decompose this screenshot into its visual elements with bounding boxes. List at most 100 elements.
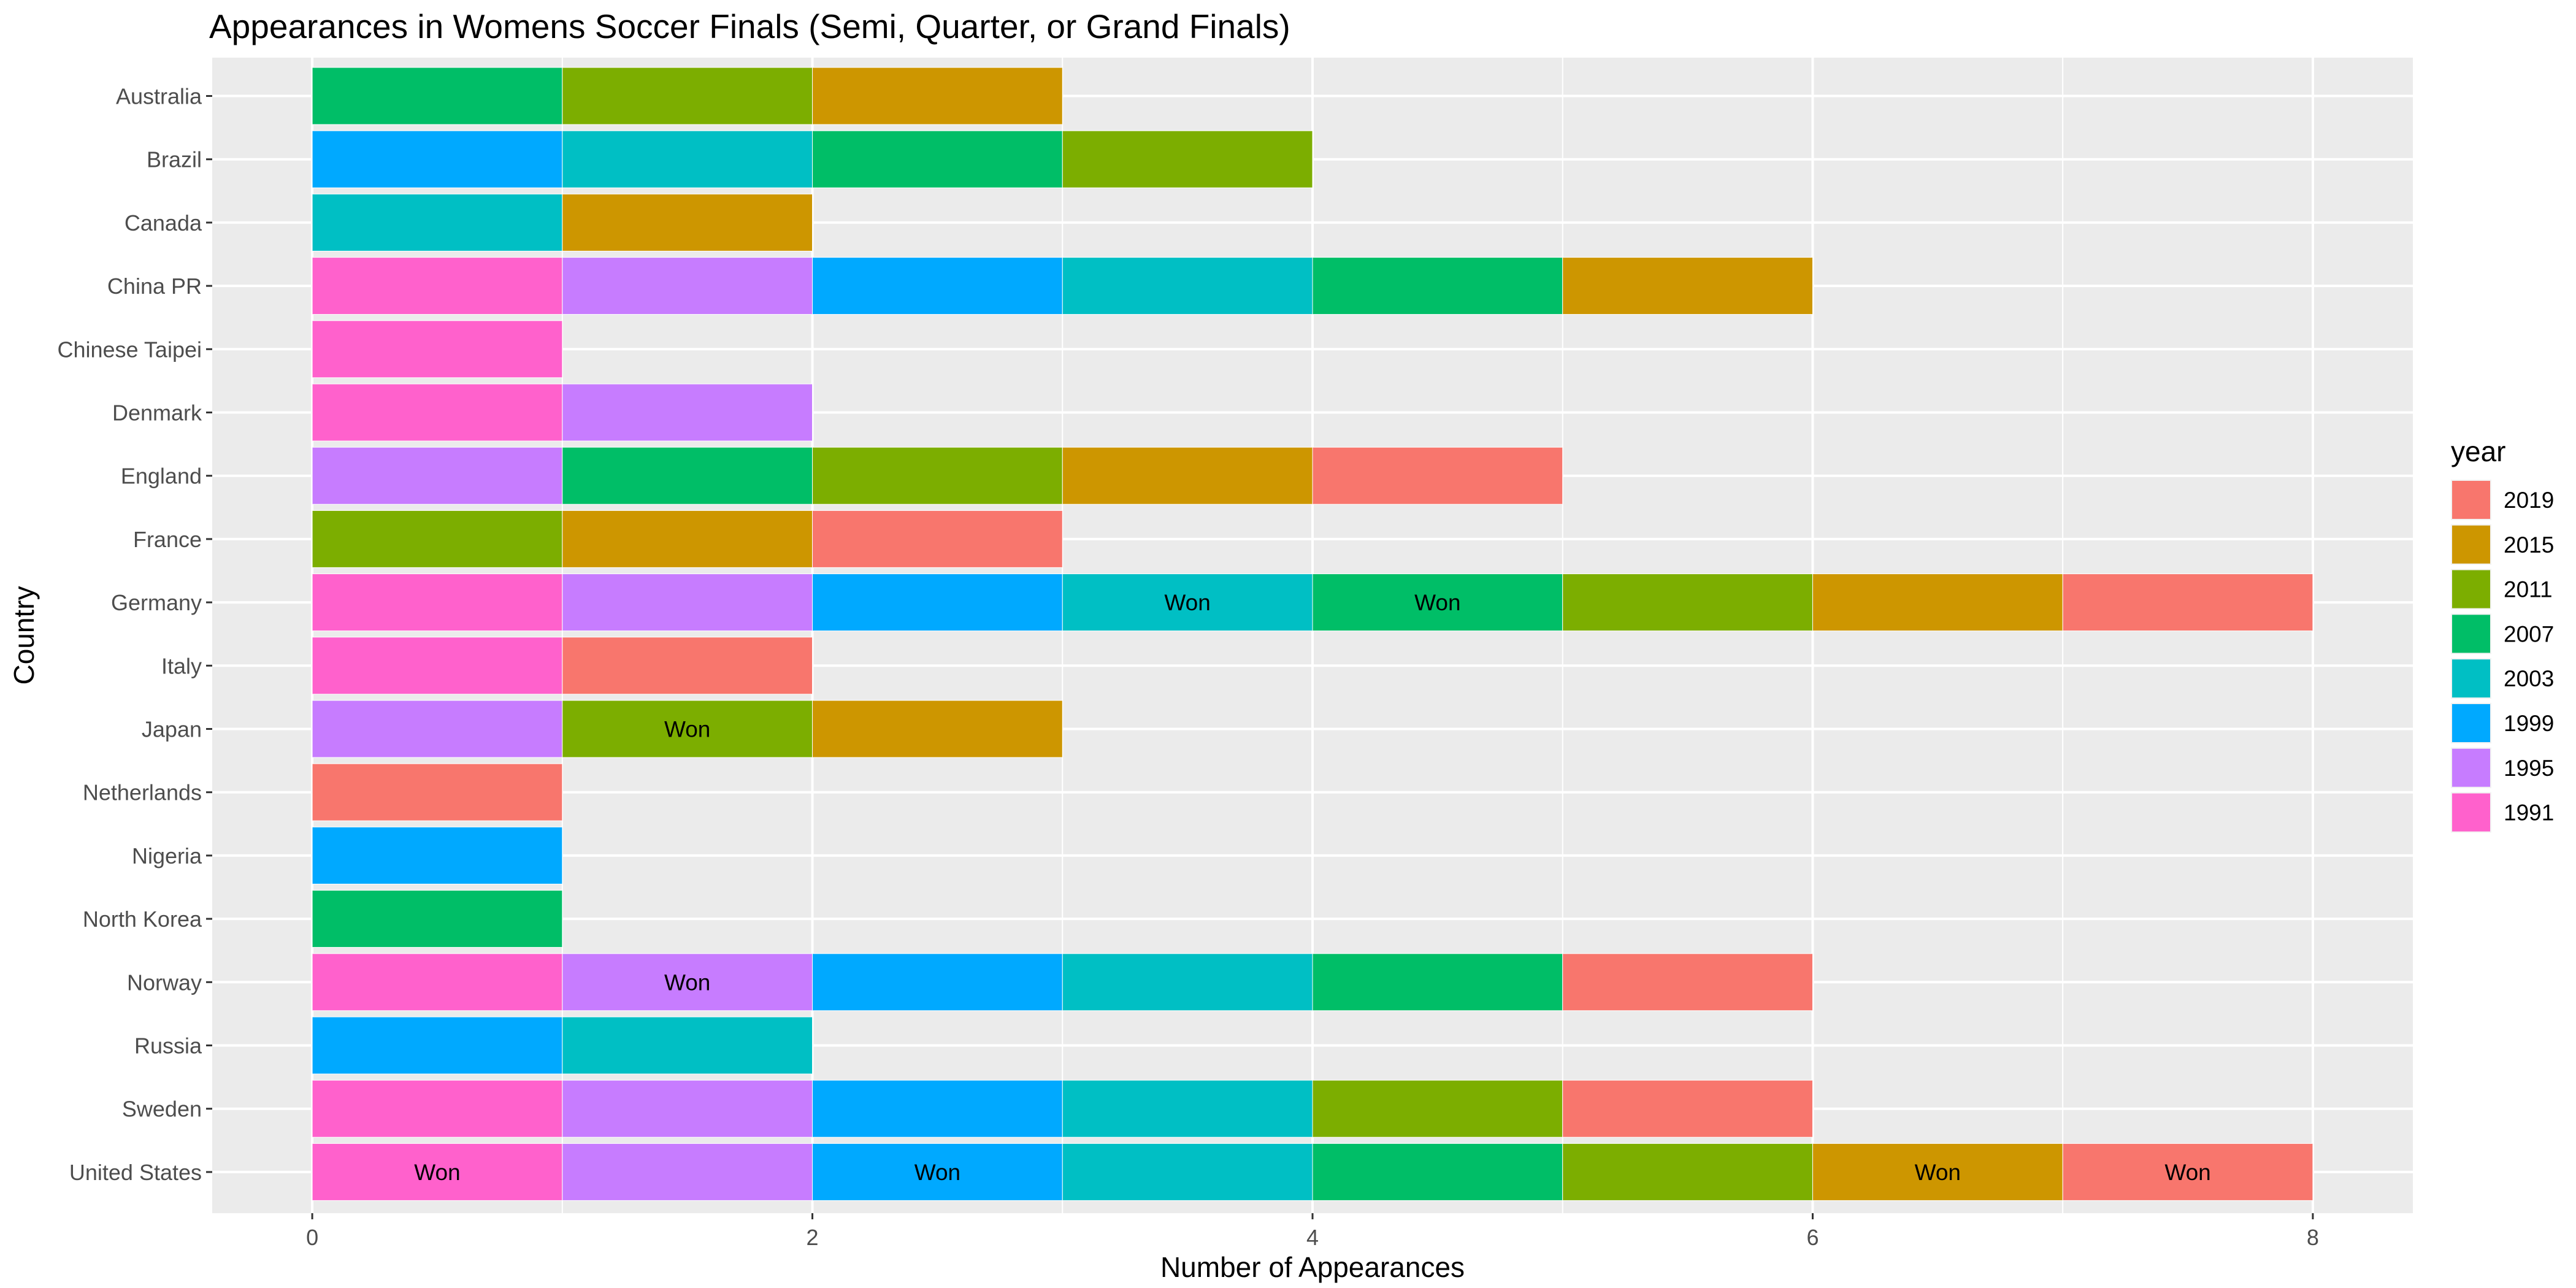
legend: year 2019 2015 2011 2007 2003 1999 1995 1991 [2451,435,2554,833]
bar-segment [1062,1079,1313,1138]
bar-segment [1312,257,1563,315]
bar-segment [312,763,563,821]
bar-segment [1562,1079,1813,1138]
y-tick-label: Brazil [147,147,202,172]
won-label: Won [914,1160,960,1185]
legend-label: 2003 [2504,666,2554,691]
bar-segment [812,257,1063,315]
bar-segment [562,1016,813,1075]
legend-swatch [2452,793,2490,832]
won-label: Won [664,970,710,995]
bar-segment [562,257,813,315]
y-tick-label: Japan [142,717,202,742]
x-tick-label: 4 [1306,1225,1319,1250]
y-tick-label: France [133,527,202,552]
bar-segment [562,953,813,1011]
legend-label: 2019 [2504,488,2554,513]
legend-swatch [2452,704,2490,742]
y-tick-label: United States [69,1160,202,1185]
legend-label: 2015 [2504,532,2554,558]
bar-segment [312,1079,563,1138]
x-axis-title: Number of Appearances [1160,1251,1465,1283]
bar-segment [812,953,1063,1011]
legend-label: 2011 [2504,577,2553,602]
bar-segment [312,826,563,884]
won-label: Won [2164,1160,2210,1185]
won-label: Won [1414,590,1460,615]
bar-segment [1062,573,1313,632]
bar-segment [812,130,1063,188]
x-tick-label: 6 [1806,1225,1819,1250]
bar-segment [312,700,563,758]
y-tick-label: North Korea [83,907,202,932]
bar-segment [812,573,1063,632]
bar-segment [1312,447,1563,505]
bar-segment [562,383,813,442]
bar-segment [812,1079,1063,1138]
bar-segment [1562,573,1813,632]
legend-swatch [2452,615,2490,653]
y-tick-label: Nigeria [132,843,202,868]
bar-segment [562,67,813,125]
won-label: Won [664,717,710,742]
bar-segment [1062,447,1313,505]
bar-segment [312,573,563,632]
bar-segment [562,700,813,758]
bar-segment [312,67,563,125]
y-axis-title: Country [8,586,40,684]
x-axis: 0 2 4 6 8 [306,1213,2319,1250]
legend-swatch [2452,748,2490,787]
bar-segment [562,510,813,568]
bar-segment [562,193,813,251]
bar-segment [312,447,563,505]
bar-segment [312,383,563,442]
bar-segment [312,130,563,188]
legend-swatch [2452,570,2490,608]
bar-segment [562,130,813,188]
won-label: Won [1164,590,1210,615]
bar-segment [812,1143,1063,1201]
bar-segment [562,573,813,632]
bar-segment [312,193,563,251]
legend-title: year [2451,435,2505,467]
bar-segment [1312,1143,1563,1201]
bar-segment [1062,1143,1313,1201]
legend-label: 1991 [2504,800,2554,826]
bar-segment [812,700,1063,758]
legend-swatch [2452,525,2490,564]
bar-segment [312,1016,563,1075]
y-tick-label: Canada [125,210,202,236]
y-tick-label: Norway [127,970,202,995]
legend-label: 1999 [2504,711,2554,736]
bar-segment [1812,573,2063,632]
legend-label: 1995 [2504,756,2554,781]
bar-segment [812,510,1063,568]
y-tick-label: Sweden [122,1097,202,1122]
y-tick-label: Netherlands [83,780,202,805]
bar-segment [2062,573,2313,632]
bar-segment [562,637,813,695]
bar-segment [1062,953,1313,1011]
bar-segment [312,1143,563,1201]
bars: Won Won Won Won Won Won Won Won [312,67,2313,1201]
bar-segment [1812,1143,2063,1201]
bar-segment [312,953,563,1011]
bar-segment [1312,1079,1563,1138]
x-tick-label: 8 [2307,1225,2319,1250]
y-axis: Australia Brazil Canada China PR Chinese Tai… [58,84,212,1185]
legend-swatch [2452,481,2490,519]
bar-segment [312,510,563,568]
y-tick-label: Russia [134,1033,202,1059]
y-tick-label: Denmark [112,401,202,426]
bar-segment [812,447,1063,505]
bar-segment [562,1143,813,1201]
bar-segment [812,67,1063,125]
bar-segment [2062,1143,2313,1201]
chart-title: Appearances in Womens Soccer Finals (Sem… [209,7,1290,45]
bar-segment [1062,130,1313,188]
bar-segment [562,447,813,505]
bar-segment [1062,257,1313,315]
y-tick-label: Italy [161,653,202,678]
y-tick-label: England [121,464,202,489]
